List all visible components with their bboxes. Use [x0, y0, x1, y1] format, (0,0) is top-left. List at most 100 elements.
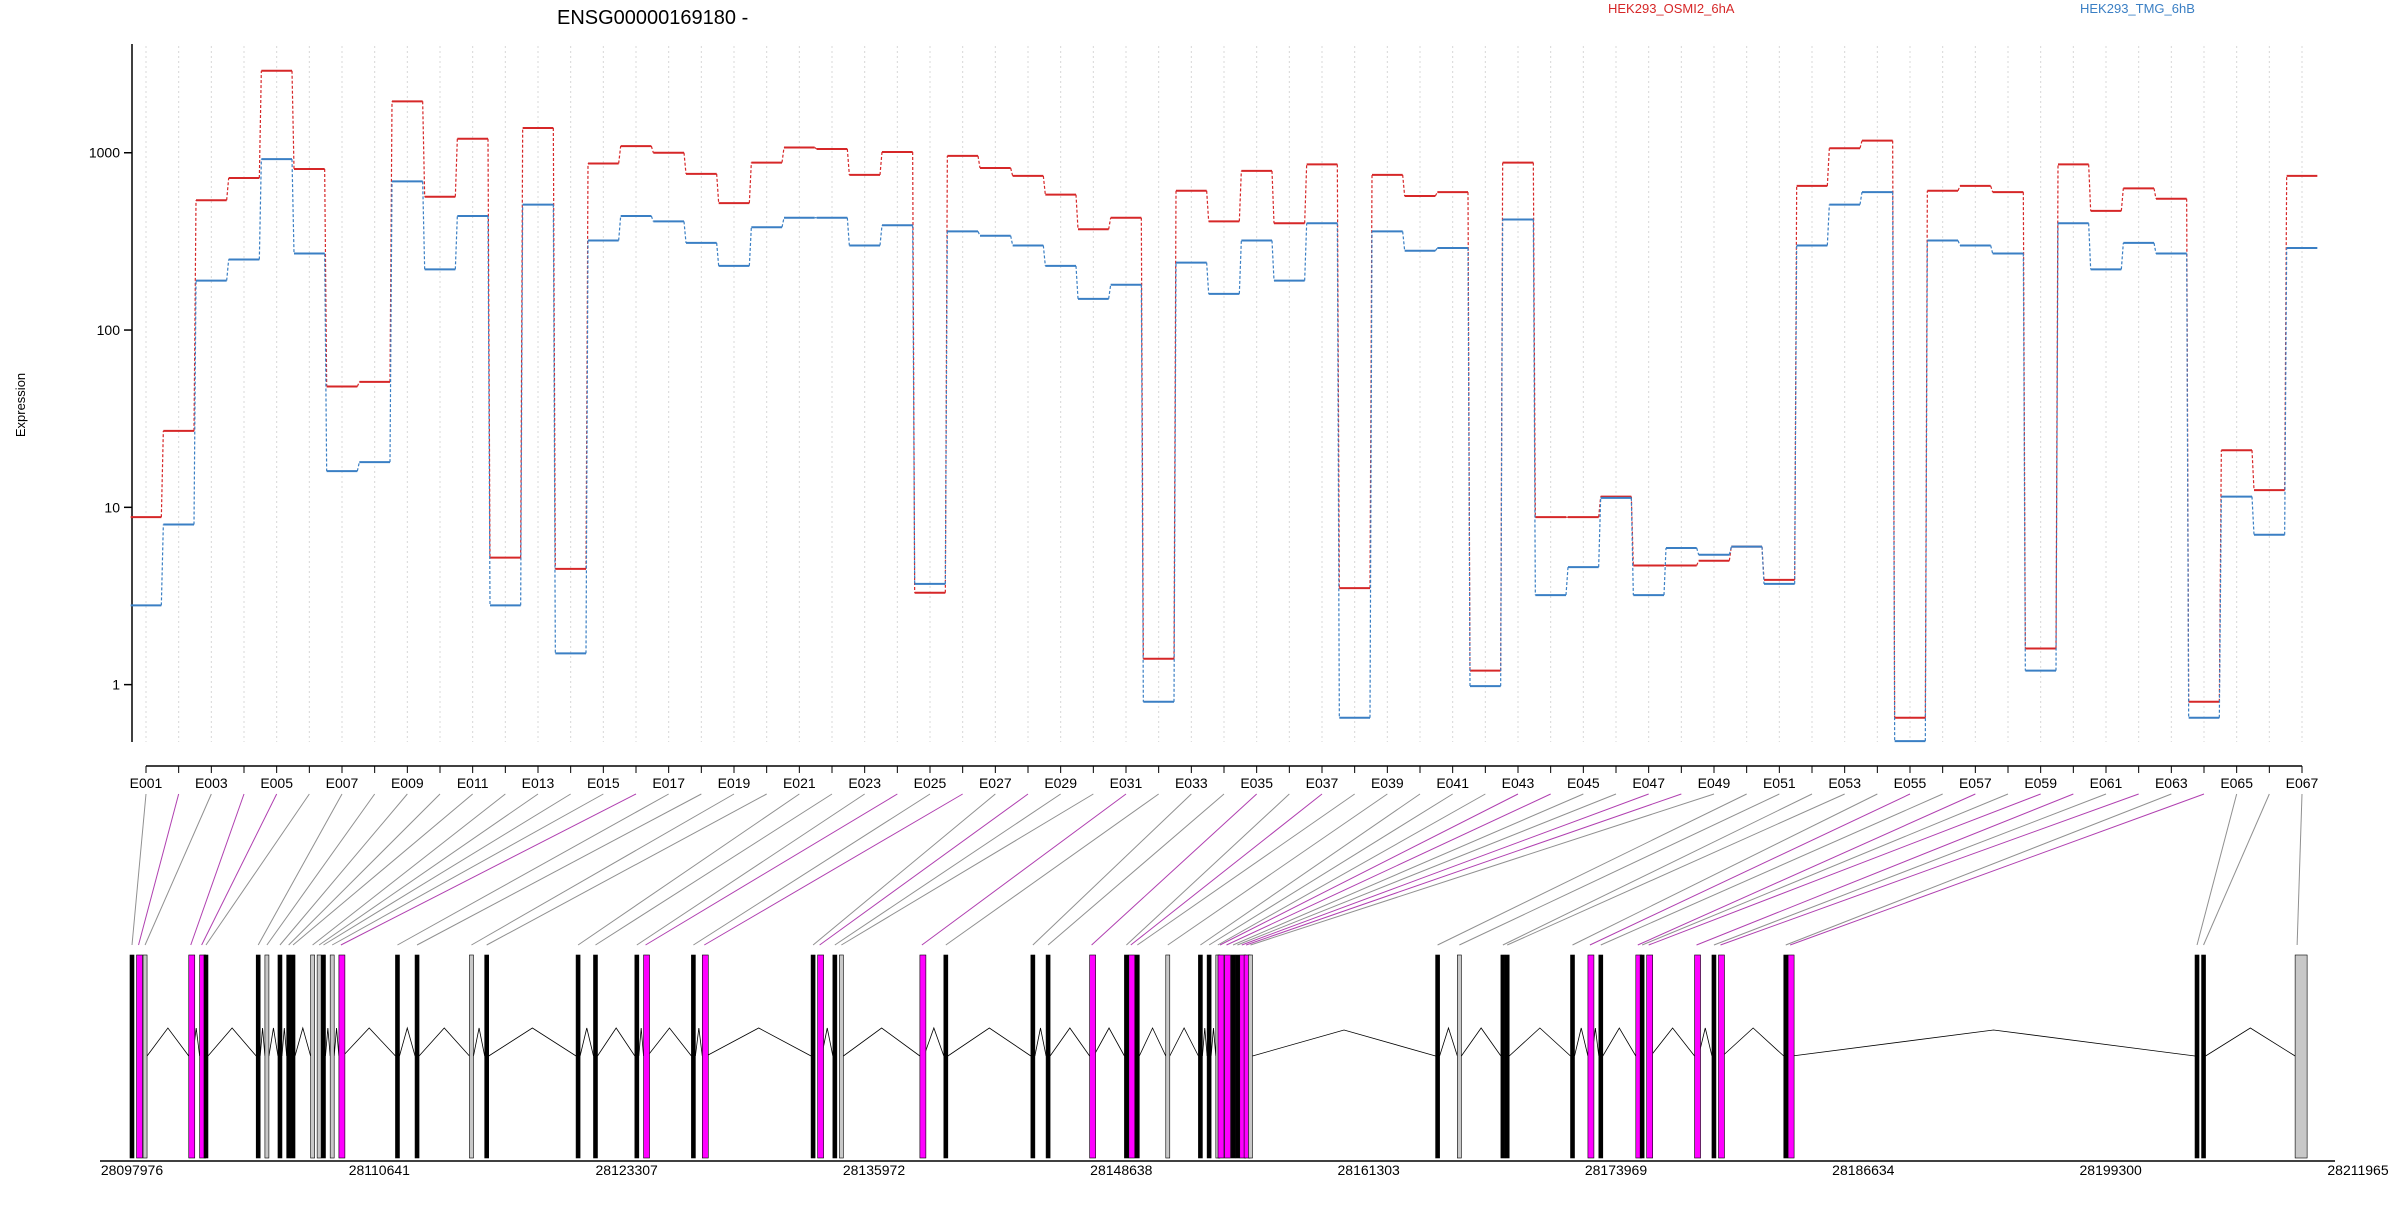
- connector-line: [1226, 793, 1551, 946]
- connector-line: [1137, 793, 1355, 946]
- series-step: [1402, 174, 1406, 197]
- intron-line: [268, 1027, 279, 1057]
- x-tick-label: E059: [2024, 775, 2057, 791]
- exon-box: [1783, 954, 1789, 1159]
- gene-model-track: [129, 954, 2308, 1159]
- coordinate-label: 28148638: [1090, 1162, 1153, 1178]
- exon-box: [1124, 954, 1129, 1159]
- connector-line: [1232, 793, 1584, 946]
- y-tick-label: 10: [104, 499, 120, 515]
- intron-line: [843, 1027, 921, 1057]
- intron-line: [488, 1027, 577, 1057]
- series-step: [1238, 240, 1242, 294]
- intron-line: [418, 1027, 470, 1057]
- x-tick-label: E013: [522, 775, 555, 791]
- series-step: [1271, 240, 1275, 281]
- connector-line: [266, 793, 376, 946]
- connector-line: [1047, 793, 1225, 946]
- connector-line: [331, 793, 604, 946]
- connector-line: [1572, 793, 1878, 946]
- connector-line: [144, 793, 212, 946]
- coordinate-label: 28199300: [2080, 1162, 2143, 1178]
- series-step: [2055, 164, 2059, 649]
- x-tick-label: E009: [391, 775, 424, 791]
- series-step: [2251, 450, 2255, 491]
- x-tick-label: E061: [2090, 775, 2123, 791]
- legend-series-1: HEK293_OSMI2_6hA: [1608, 1, 1735, 16]
- exon-box: [1030, 954, 1036, 1159]
- connector-line: [2196, 793, 2238, 946]
- intron-line: [1722, 1027, 1785, 1057]
- connector-line: [201, 793, 278, 946]
- exon-box: [1570, 954, 1575, 1159]
- y-tick-label: 100: [97, 322, 121, 338]
- intron-line: [1202, 1027, 1208, 1057]
- series-step: [291, 159, 295, 254]
- series-step: [716, 242, 720, 266]
- exon-box: [395, 954, 400, 1159]
- exon-box: [832, 954, 838, 1159]
- series-step: [781, 147, 785, 163]
- series-lines: [130, 69, 2318, 743]
- exon-box: [286, 954, 291, 1159]
- exon-box: [484, 954, 489, 1159]
- connector-line: [1648, 793, 2041, 946]
- series-step: [1434, 247, 1438, 252]
- connector-line: [1696, 793, 2074, 946]
- connector-line: [1589, 793, 1911, 946]
- exon-box: [1598, 954, 1604, 1159]
- series-step: [1892, 140, 1896, 718]
- series-step: [324, 253, 328, 472]
- x-tick-label: E031: [1110, 775, 1143, 791]
- connector-line: [1130, 793, 1323, 946]
- series-step: [879, 151, 883, 175]
- intron-line: [1049, 1027, 1090, 1057]
- series-step: [226, 177, 230, 201]
- series-step: [944, 155, 948, 593]
- series-step: [1696, 560, 1700, 566]
- series-step: [618, 146, 622, 164]
- intron-line: [1461, 1027, 1502, 1057]
- series-step: [1892, 192, 1896, 742]
- y-axis: 1 10 100 1000: [89, 44, 133, 742]
- intron-line: [1439, 1026, 1458, 1057]
- exon-box: [329, 954, 335, 1159]
- x-tick-label: E035: [1240, 775, 1273, 791]
- exon-box: [188, 954, 196, 1159]
- series-step: [356, 461, 360, 472]
- series-step: [1467, 248, 1471, 687]
- series-step: [683, 221, 687, 243]
- exon-box: [129, 954, 135, 1159]
- exon-box: [1694, 954, 1701, 1159]
- connector-line: [397, 793, 669, 946]
- series-step: [160, 524, 164, 606]
- series-step: [650, 215, 654, 222]
- connector-line: [257, 793, 343, 946]
- exon-box: [1198, 954, 1203, 1159]
- x-tick-label: E043: [1502, 775, 1535, 791]
- exon-box: [691, 954, 696, 1159]
- connector-line: [819, 793, 1029, 946]
- x-tick-label: E057: [1959, 775, 1992, 791]
- series-step: [2218, 496, 2222, 718]
- series-step: [1238, 170, 1242, 222]
- series-step: [258, 159, 262, 260]
- exon-box: [1639, 954, 1645, 1159]
- connector-line: [704, 793, 963, 946]
- connector-line: [1126, 793, 1290, 946]
- intron-line: [1210, 1027, 1217, 1057]
- series-step: [2153, 242, 2157, 254]
- series-step: [454, 138, 458, 197]
- series-step: [1010, 235, 1014, 246]
- x-tick-label: E047: [1632, 775, 1665, 791]
- y-axis-label: Expression: [13, 373, 28, 437]
- series-step: [977, 231, 981, 237]
- series-step: [2186, 253, 2190, 718]
- y-tick-label: 1000: [89, 145, 120, 161]
- coordinate-label: 28110641: [349, 1162, 410, 1178]
- x-tick-label: E007: [326, 775, 359, 791]
- connector-line: [1208, 793, 1453, 946]
- x-tick-label: E053: [1828, 775, 1861, 791]
